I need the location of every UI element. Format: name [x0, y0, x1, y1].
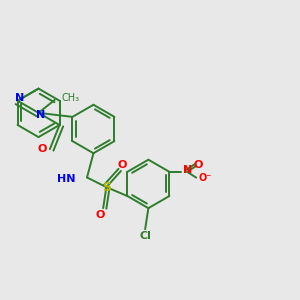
Text: CH₃: CH₃	[61, 93, 79, 103]
Text: N: N	[14, 93, 24, 103]
Text: N: N	[35, 110, 45, 120]
Text: O: O	[37, 144, 46, 154]
Text: N: N	[182, 165, 192, 175]
Text: O⁻: O⁻	[198, 172, 212, 183]
Text: O: O	[95, 210, 105, 220]
Text: S: S	[102, 181, 111, 194]
Text: O: O	[118, 160, 127, 170]
Text: HN: HN	[57, 174, 76, 184]
Text: O: O	[194, 160, 203, 170]
Text: Cl: Cl	[139, 231, 151, 241]
